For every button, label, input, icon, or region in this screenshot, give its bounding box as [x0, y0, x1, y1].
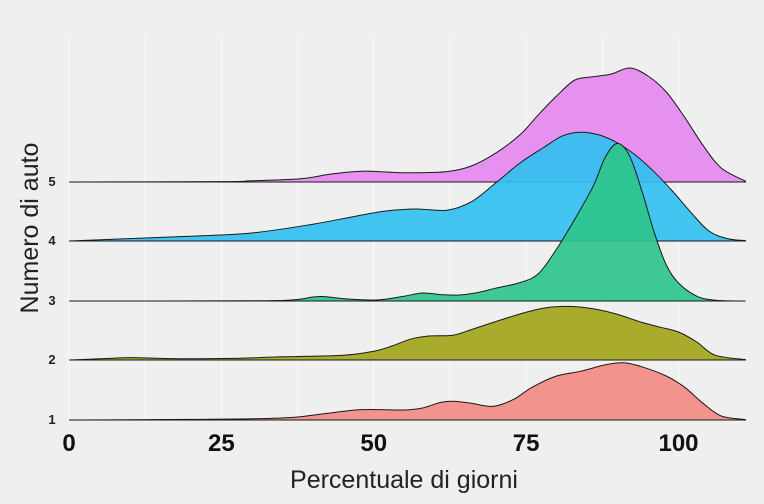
- x-tick-label-100: 100: [658, 430, 698, 457]
- ridge-series-1: [68, 362, 746, 421]
- x-axis-title: Percentuale di giorni: [290, 466, 518, 494]
- y-tick-label-4: 4: [48, 233, 56, 248]
- y-tick-label-2: 2: [48, 352, 55, 367]
- x-tick-label-75: 75: [513, 430, 540, 457]
- x-tick-labels: 0 25 50 75 100: [62, 430, 698, 457]
- ridge-areas: [68, 67, 746, 421]
- x-tick-label-0: 0: [62, 430, 75, 457]
- y-tick-labels: 1 2 3 4 5: [48, 174, 56, 427]
- y-axis-title: Numero di auto: [16, 143, 44, 314]
- y-tick-label-1: 1: [48, 412, 55, 427]
- y-tick-label-5: 5: [48, 174, 55, 189]
- ridge-series-2: [68, 305, 746, 361]
- ridge-series-3: [68, 142, 746, 302]
- y-tick-label-3: 3: [48, 293, 55, 308]
- x-tick-label-25: 25: [208, 430, 235, 457]
- x-tick-label-50: 50: [360, 430, 387, 457]
- ridge-series-4: [68, 131, 746, 242]
